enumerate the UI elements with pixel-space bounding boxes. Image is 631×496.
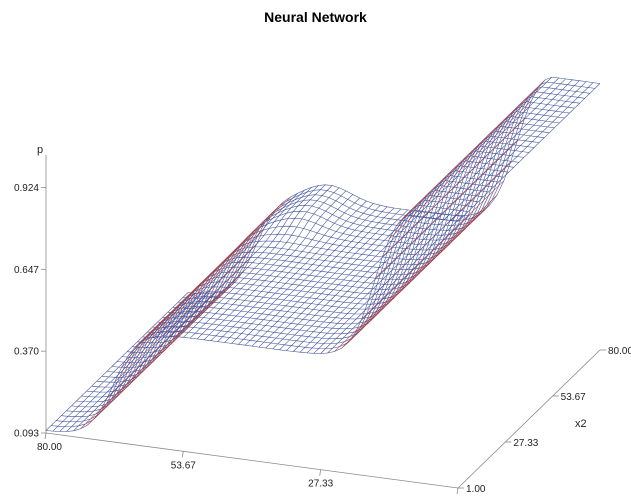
chart-title: Neural Network <box>264 9 367 25</box>
surface-line-x2 <box>313 215 456 354</box>
surface-line-x2 <box>416 77 559 217</box>
surface-line-x2 <box>251 207 395 347</box>
x1-tick-mark <box>456 487 459 495</box>
surface-line-x2 <box>286 212 429 351</box>
p-tick-label: 0.924 <box>14 183 39 194</box>
surface-line-x2 <box>293 213 436 352</box>
surface-line-x2 <box>114 243 257 383</box>
x2-axis-line <box>457 349 601 489</box>
x1-axis-label: X1 <box>291 495 304 496</box>
surface-line-x2 <box>361 180 505 319</box>
surface-line-x2 <box>100 271 244 410</box>
surface-line-x2 <box>210 194 353 341</box>
surface-line-x2 <box>354 194 498 334</box>
surface-line-x2 <box>423 78 566 218</box>
x2-axis-label: x2 <box>575 418 587 430</box>
surface-line-x2 <box>238 205 381 345</box>
surface-line-x2 <box>396 87 539 227</box>
axes: 0.093 0.370 0.647 0.924 p 80.00 53.67 27.33 1.00… <box>14 144 631 496</box>
surface-line-x2 <box>375 139 518 279</box>
surface-line-x2 <box>183 184 326 338</box>
x1-tick-mark <box>319 469 322 476</box>
p-tick-label: 0.647 <box>14 265 39 276</box>
x1-tick-mark <box>44 432 47 440</box>
surface-line-x2 <box>107 258 250 397</box>
surface-mesh <box>45 76 601 432</box>
p-tick-label: 0.370 <box>14 347 39 358</box>
surface-line-x2 <box>190 185 333 339</box>
surface-line-x2 <box>279 211 422 350</box>
x1-tick-mark <box>181 451 184 458</box>
surface-line-x2 <box>430 79 573 218</box>
surface-line-x2 <box>265 209 408 349</box>
surface-line-x2 <box>231 203 374 344</box>
surface-line-x2 <box>121 229 264 368</box>
x2-tick-label: 1.00 <box>466 484 486 495</box>
surface-line-x2 <box>59 293 202 432</box>
surface-line-x2 <box>258 208 402 348</box>
x1-tick-label: 53.67 <box>171 460 196 471</box>
x1-tick-label: 80.00 <box>37 442 62 453</box>
surface-line-x2 <box>93 280 237 420</box>
surface-line-x2 <box>176 185 319 337</box>
surface-line-x2 <box>196 187 340 340</box>
x2-tick-label: 53.67 <box>561 392 586 403</box>
surface-line-x2 <box>52 292 196 432</box>
surface-line-x2 <box>162 189 305 337</box>
surface-line-x2 <box>409 76 553 216</box>
surface-line-x2 <box>80 290 223 430</box>
x1-axis-line <box>45 432 459 489</box>
surface-line-x2 <box>444 81 587 220</box>
surface-line-x2 <box>128 216 271 356</box>
p-tick-label: 0.093 <box>14 429 39 440</box>
x1-tick-label: 27.33 <box>308 479 333 490</box>
surface-line-x2 <box>87 287 230 426</box>
surface-line-x2 <box>450 82 594 221</box>
surface-line-x2 <box>203 190 347 340</box>
surface-line-x2 <box>244 206 388 346</box>
x2-tick-label: 80.00 <box>608 346 631 357</box>
x2-tick-label: 27.33 <box>513 438 538 449</box>
surface-line-x2 <box>457 83 601 222</box>
surface-line-x2 <box>66 293 209 432</box>
surface-line-x2 <box>306 214 450 354</box>
surface-line-x2 <box>272 210 415 350</box>
p-axis-label: p <box>37 144 43 156</box>
surface-line-x2 <box>320 215 463 354</box>
surface-line-x2 <box>347 204 491 343</box>
surface-line-x2 <box>327 214 470 354</box>
surface-line-x2 <box>45 292 189 431</box>
surface-line-x2 <box>224 200 367 343</box>
surface-line-x2 <box>334 213 477 352</box>
surface-line-x2 <box>402 79 546 218</box>
surface-line-x2 <box>299 214 443 353</box>
surface-line-x2 <box>135 207 278 347</box>
surface-line-x2 <box>382 118 525 257</box>
surface-line-x2 <box>341 210 484 349</box>
surface-line-x2 <box>437 80 580 219</box>
surface-line-x2 <box>217 197 360 342</box>
surface-line-x2 <box>389 100 532 240</box>
surface-line-x2 <box>73 292 216 431</box>
surface-line-x2 <box>155 192 299 337</box>
